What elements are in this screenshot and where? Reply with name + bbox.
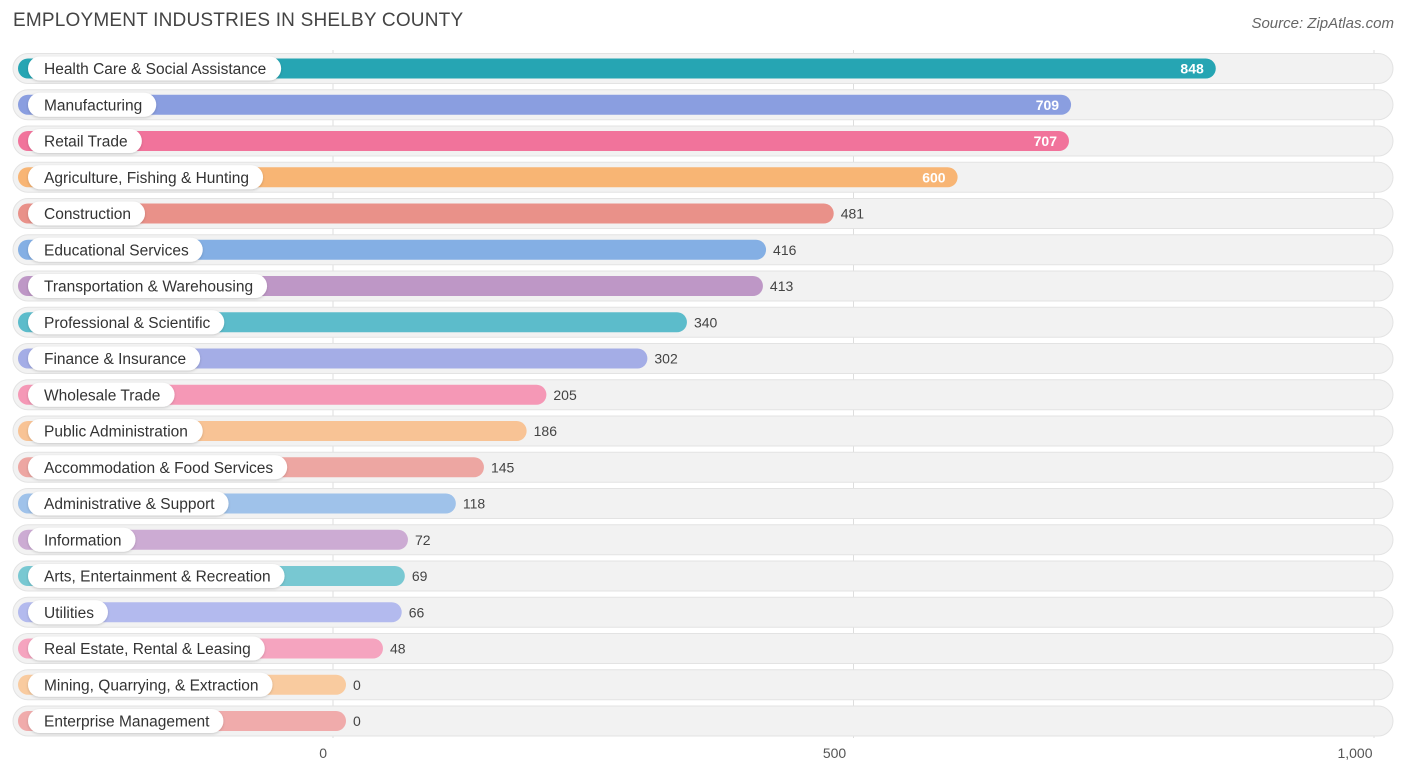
bar-value-label: 205 [553,387,577,403]
bar-value-label: 186 [534,423,558,439]
bar-value-label: 66 [409,604,425,620]
bar-label-pill [28,455,288,480]
bar-label-pill [28,672,273,697]
bar-category-label: Agriculture, Fishing & Hunting [44,170,249,187]
bar [18,602,402,623]
bar-label-pill [28,382,175,407]
bar-value-label: 600 [922,169,946,185]
bar-category-label: Administrative & Support [44,496,215,513]
bar-category-label: Manufacturing [44,97,142,114]
bar-category-label: Mining, Quarrying, & Extraction [44,677,259,694]
bar-category-label: Retail Trade [44,134,128,151]
bar-label-pill [28,274,268,298]
bar-track [12,669,1394,701]
bar-value-label: 118 [463,496,486,512]
bar-category-label: Professional & Scientific [44,315,211,332]
bar-category-label: Accommodation & Food Services [44,460,273,477]
bar-label-pill [28,129,142,153]
bar-value-label: 481 [841,206,865,222]
bar-value-label: 48 [390,641,406,657]
bar-label-pill [28,346,201,371]
bar-value-label: 0 [353,677,361,693]
bar-category-label: Real Estate, Rental & Leasing [44,641,251,658]
bar [18,131,1069,151]
bar-value-label: 72 [415,532,431,548]
bar-value-label: 416 [773,242,797,258]
x-tick-label: 1,000 [1337,745,1372,761]
bar-label-pill [28,636,265,661]
bar-value-label: 709 [1036,97,1060,113]
bar-category-label: Public Administration [44,424,188,441]
bar-label-pill [28,201,146,226]
bar [18,203,834,224]
bar-value-label: 302 [654,351,678,367]
bar-category-label: Arts, Entertainment & Recreation [44,569,271,586]
bar-category-label: Finance & Insurance [44,351,186,368]
bar-category-label: Educational Services [44,242,189,259]
bar-category-label: Wholesale Trade [44,387,160,404]
bars: Health Care & Social Assistance 848 Manufa… [18,56,1216,733]
bar-label-pill [28,600,108,625]
bar-category-label: Transportation & Warehousing [44,279,253,296]
bar-label-pill [28,564,285,588]
bar [18,239,767,260]
x-axis-ticks: 0 500 1,000 [319,745,1373,761]
bar-label-pill [28,165,264,190]
bar-label-pill [28,491,229,516]
bar-label-pill [28,56,282,81]
x-tick-label: 0 [319,745,327,761]
bar [18,94,1072,115]
bar-label-pill [28,709,224,733]
bar-track [12,705,1394,737]
bar-category-label: Information [44,532,122,549]
bar-label-pill [28,527,136,552]
bar-label-pill [28,92,157,117]
bar-category-label: Enterprise Management [44,714,210,731]
bar-value-label: 0 [353,713,361,729]
chart-title: EMPLOYMENT INDUSTRIES IN SHELBY COUNTY [13,10,464,31]
bar-label-pill [28,419,203,443]
bar-category-label: Utilities [44,605,94,622]
bar-category-label: Health Care & Social Assistance [44,61,266,78]
bar-value-label: 340 [694,314,718,330]
bar-value-label: 69 [412,568,428,584]
bar-label-pill [28,310,225,335]
x-tick-label: 500 [823,745,847,761]
bar-value-label: 413 [770,278,794,294]
bar-value-label: 145 [491,459,515,475]
bar [18,58,1216,79]
bar-value-label: 848 [1180,61,1204,77]
source-credit: Source: ZipAtlas.com [1251,15,1394,32]
bar-label-pill [28,237,203,262]
bar-value-label: 707 [1034,133,1058,149]
bar-category-label: Construction [44,206,131,223]
